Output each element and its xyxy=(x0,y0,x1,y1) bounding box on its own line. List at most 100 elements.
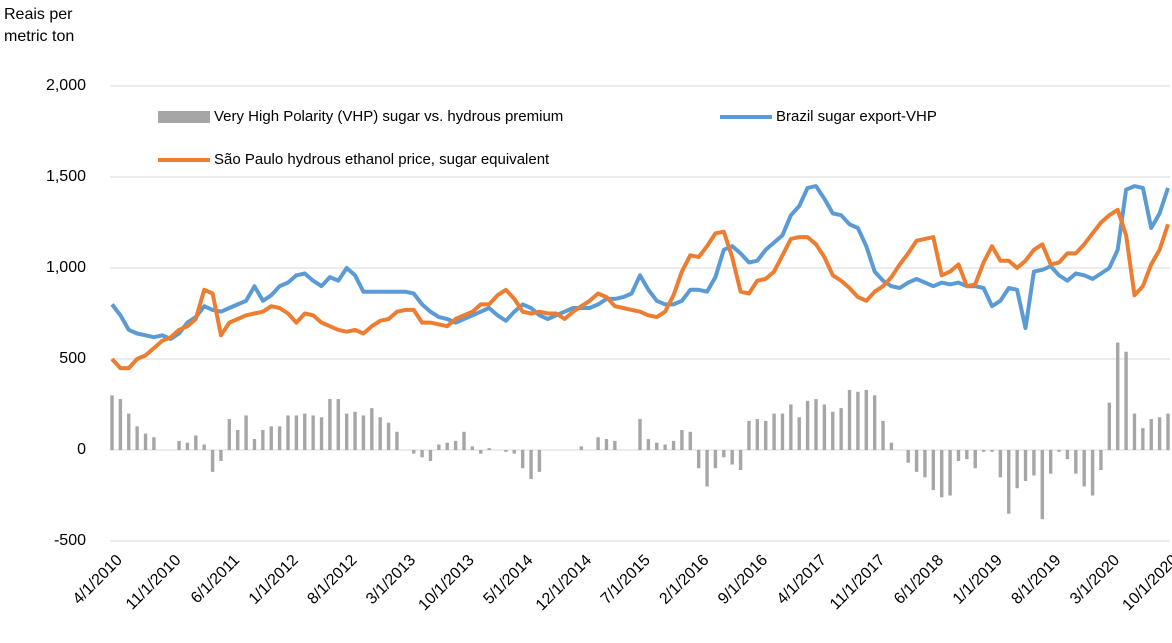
bar xyxy=(1057,450,1061,452)
bar xyxy=(386,422,391,450)
bar xyxy=(613,440,617,450)
bar xyxy=(864,389,868,450)
bar xyxy=(722,450,726,458)
bar xyxy=(914,450,919,472)
bar xyxy=(663,444,667,450)
bar xyxy=(1040,450,1044,520)
x-tick-label: 10/1/2020 xyxy=(1119,552,1172,614)
bar xyxy=(990,450,994,452)
bar xyxy=(395,431,399,450)
y-tick-label: 2,000 xyxy=(46,77,86,94)
bar xyxy=(143,433,148,450)
legend-swatch xyxy=(158,111,210,123)
bar xyxy=(906,450,910,463)
x-tick-label: 6/1/2011 xyxy=(188,552,243,607)
bar xyxy=(872,395,877,450)
bar xyxy=(236,429,240,450)
x-tick-label: 5/1/2014 xyxy=(480,552,536,608)
bar xyxy=(227,419,232,450)
legend-label: Brazil sugar export-VHP xyxy=(776,108,937,125)
bar xyxy=(361,415,366,450)
line xyxy=(110,184,1170,341)
bar xyxy=(604,439,609,450)
bar xyxy=(219,450,223,461)
bar xyxy=(453,440,458,450)
bar xyxy=(185,442,190,450)
x-tick-label: 8/1/2019 xyxy=(1008,552,1064,608)
bar xyxy=(655,442,659,450)
bar xyxy=(487,448,491,450)
bar xyxy=(839,408,843,450)
bar xyxy=(252,439,257,450)
bar xyxy=(1124,351,1128,450)
bar xyxy=(1032,450,1036,476)
bar xyxy=(1132,413,1137,450)
bar xyxy=(1082,450,1086,487)
x-tick-label: 8/1/2012 xyxy=(304,552,360,608)
bar xyxy=(688,431,692,450)
y-axis-label: metric ton xyxy=(4,28,74,45)
bar xyxy=(118,399,123,450)
bar xyxy=(789,404,793,450)
bar xyxy=(1065,450,1070,460)
x-tick-label: 4/1/2017 xyxy=(774,552,830,608)
bar xyxy=(1048,450,1053,474)
bar xyxy=(671,440,676,450)
y-tick-label: 1,000 xyxy=(46,259,86,276)
bar xyxy=(412,450,416,454)
bar xyxy=(194,435,198,450)
bar xyxy=(940,450,944,498)
bar xyxy=(956,450,961,461)
bar xyxy=(747,420,751,450)
bar xyxy=(738,450,743,471)
bar xyxy=(764,420,768,450)
bar xyxy=(370,408,374,450)
bar xyxy=(537,450,542,472)
x-tick-label: 11/1/2010 xyxy=(123,552,185,614)
bar xyxy=(923,450,927,478)
bar xyxy=(1157,417,1162,450)
bar xyxy=(797,417,801,450)
bar xyxy=(210,450,215,472)
bar xyxy=(831,411,835,450)
bar xyxy=(135,426,139,450)
bar xyxy=(378,417,382,450)
bar xyxy=(1023,450,1028,481)
bar xyxy=(344,413,349,450)
bar xyxy=(277,426,282,450)
x-tick-label: 10/1/2013 xyxy=(415,552,477,614)
bar xyxy=(705,450,709,487)
y-tick-label: 0 xyxy=(77,441,86,458)
bar xyxy=(965,450,969,460)
bar xyxy=(520,450,525,469)
bar xyxy=(177,440,181,450)
bar xyxy=(1090,450,1095,496)
bar xyxy=(981,450,986,452)
bar xyxy=(780,413,785,450)
bar xyxy=(805,400,810,450)
bar xyxy=(336,399,340,450)
bar xyxy=(931,450,936,491)
x-tick-label: 1/1/2012 xyxy=(246,552,302,608)
bar xyxy=(420,450,424,458)
bar xyxy=(772,413,776,450)
bar xyxy=(328,399,332,450)
bar xyxy=(713,450,718,469)
bar xyxy=(319,417,324,450)
bar xyxy=(244,415,248,450)
y-tick-label: -500 xyxy=(54,532,86,549)
x-tick-label: 11/1/2017 xyxy=(827,552,889,614)
bar xyxy=(889,442,894,450)
bar xyxy=(822,404,827,450)
bar xyxy=(127,413,131,450)
bar xyxy=(1015,450,1019,489)
bar xyxy=(261,429,265,450)
bar xyxy=(294,415,299,450)
bar xyxy=(152,437,156,450)
x-tick-label: 7/1/2015 xyxy=(598,552,654,608)
x-tick-label: 3/1/2013 xyxy=(363,552,419,608)
bar xyxy=(202,444,206,450)
bar xyxy=(512,450,516,454)
line xyxy=(110,207,1170,371)
bar xyxy=(1074,450,1078,474)
